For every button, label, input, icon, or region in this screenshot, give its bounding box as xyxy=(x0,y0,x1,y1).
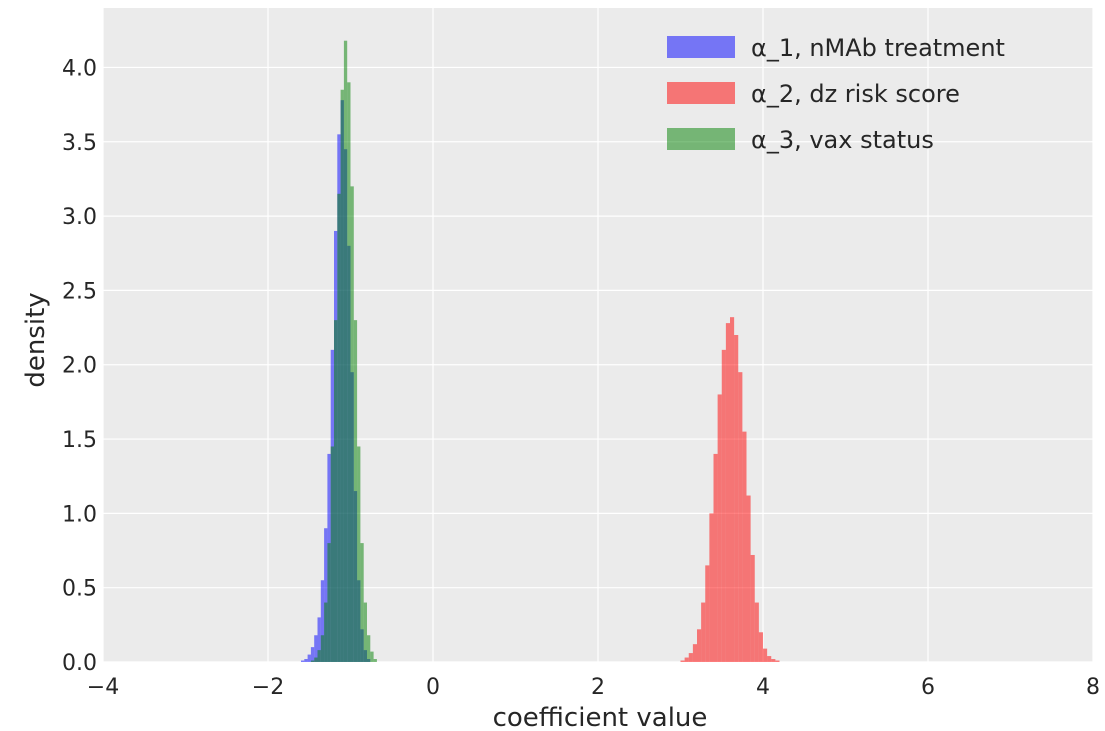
histogram-bar xyxy=(324,602,328,662)
y-tick-label: 0.5 xyxy=(62,577,97,602)
histogram-bar xyxy=(357,446,361,662)
x-tick-label: 2 xyxy=(591,675,605,700)
histogram-bar xyxy=(350,186,354,662)
histogram-bar xyxy=(680,660,685,662)
y-tick-label: 0.0 xyxy=(62,651,97,676)
y-tick-label: 2.0 xyxy=(62,354,97,379)
histogram-bar xyxy=(754,602,759,662)
legend-label: α_2, dz risk score xyxy=(751,80,960,108)
y-tick-label: 1.5 xyxy=(62,428,97,453)
histogram-bar xyxy=(725,323,730,662)
legend-swatch xyxy=(667,36,735,58)
legend-swatch xyxy=(667,128,735,150)
legend: α_1, nMAb treatment α_2, dz risk score α_3… xyxy=(667,34,1005,154)
legend-label: α_3, vax status xyxy=(751,126,934,154)
histogram-bar xyxy=(370,651,374,662)
histogram-bar xyxy=(340,89,344,662)
histogram-bar xyxy=(307,654,311,662)
x-tick-labels: −4 −2 0 2 4 6 8 xyxy=(87,675,1100,700)
histogram-bar xyxy=(750,554,755,662)
y-tick-labels: 0.0 0.5 1.0 1.5 2.0 2.5 3.0 3.5 4.0 xyxy=(62,56,97,676)
histogram-bar xyxy=(767,656,772,662)
histogram-bar xyxy=(337,193,341,662)
y-tick-label: 1.0 xyxy=(62,502,97,527)
histogram-bar xyxy=(775,660,780,662)
histogram-bar xyxy=(343,40,348,662)
histogram-bar xyxy=(320,635,325,662)
histogram-bar xyxy=(324,528,328,662)
histogram-bar xyxy=(697,629,702,662)
histogram-bar xyxy=(373,659,377,662)
histogram-bar xyxy=(705,565,710,662)
histogram-bar xyxy=(360,543,364,662)
histogram-bar xyxy=(304,659,308,662)
series-2-bars xyxy=(680,317,780,662)
x-tick-label: 0 xyxy=(426,675,440,700)
histogram-bar xyxy=(330,446,334,662)
x-axis-label: coefficient value xyxy=(493,703,708,731)
legend-swatch xyxy=(667,82,735,104)
histogram-bar xyxy=(314,657,318,662)
y-tick-label: 2.5 xyxy=(62,279,97,304)
y-axis-label: density xyxy=(21,292,51,387)
histogram-bar xyxy=(688,653,693,662)
histogram-bar xyxy=(353,320,358,662)
histogram-bar xyxy=(746,495,751,662)
y-tick-label: 4.0 xyxy=(62,56,97,81)
y-tick-label: 3.0 xyxy=(62,205,97,230)
histogram-bar xyxy=(701,602,706,662)
x-tick-label: 4 xyxy=(756,675,770,700)
histogram-bar xyxy=(713,453,718,662)
x-tick-label: 6 xyxy=(921,675,935,700)
histogram-bar xyxy=(758,632,763,662)
histogram-bar xyxy=(347,82,351,663)
x-tick-label: −4 xyxy=(87,675,119,700)
histogram-bar xyxy=(310,660,315,662)
histogram-bar xyxy=(310,647,315,662)
histogram-bar xyxy=(721,349,726,662)
histogram-bar xyxy=(684,657,689,662)
histogram-bar xyxy=(301,660,305,662)
histogram-bar xyxy=(367,635,371,662)
x-tick-label: −2 xyxy=(252,675,284,700)
histogram-bar xyxy=(742,431,747,662)
y-tick-label: 3.5 xyxy=(62,131,97,156)
histogram-bar xyxy=(738,372,743,662)
histogram-bar xyxy=(763,648,768,662)
histogram-bar xyxy=(334,320,338,662)
histogram-bar xyxy=(314,635,318,662)
histogram-bar xyxy=(320,580,325,662)
histogram-bar xyxy=(730,317,735,662)
bars xyxy=(301,40,780,663)
series-3-bars xyxy=(310,40,377,663)
histogram-bar xyxy=(363,602,367,662)
histogram-bar xyxy=(771,659,776,662)
histogram-bar xyxy=(317,650,321,662)
histogram-bar xyxy=(717,394,722,662)
x-tick-label: 8 xyxy=(1086,675,1100,700)
histogram-bar xyxy=(734,335,739,662)
grid-lines xyxy=(102,8,1094,663)
legend-label: α_1, nMAb treatment xyxy=(751,34,1005,62)
histogram-bar xyxy=(709,513,714,662)
histogram-bar xyxy=(327,543,331,662)
histogram-bar xyxy=(692,644,697,662)
histogram-bar xyxy=(317,617,321,662)
